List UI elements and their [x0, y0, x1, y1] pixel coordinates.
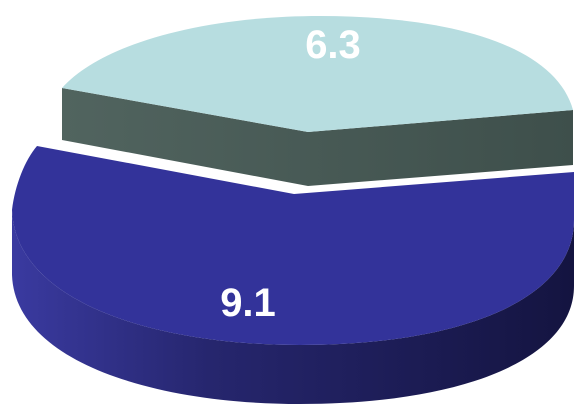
pie-slice-6-3: [62, 16, 573, 132]
pie-slice-9-1-side: [12, 210, 574, 404]
slice-label-9-1: 9.1: [220, 281, 276, 325]
slice-label-6-3: 6.3: [305, 23, 361, 67]
pie-slice-6-3-side: [62, 88, 573, 186]
pie-slice-9-1: [12, 146, 574, 345]
